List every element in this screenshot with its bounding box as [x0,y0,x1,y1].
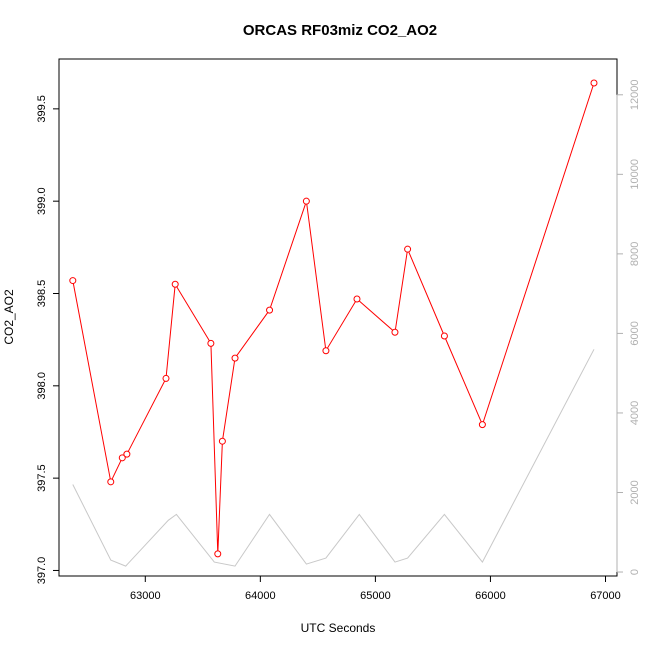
x-tick-label: 63000 [130,590,161,602]
data-point [207,339,215,347]
data-point [171,280,179,288]
y2-tick-label: 2000 [629,480,641,504]
series-line-right-axis [72,349,595,567]
series-layer [69,79,598,567]
y-tick-label: 398.0 [36,372,48,400]
y-axis-label: CO2_AO2 [2,289,16,345]
chart-title: ORCAS RF03miz CO2_AO2 [243,22,437,39]
y2-tick-label: 8000 [629,242,641,266]
y2-tick-label: 10000 [629,159,641,190]
y-tick-label: 398.5 [36,280,48,308]
y-tick-label: 399.0 [36,187,48,215]
data-point [162,374,170,382]
data-point [214,550,222,558]
y2-tick-label: 4000 [629,401,641,425]
data-point [123,450,131,458]
data-point [404,245,412,253]
data-point [118,454,126,462]
x-tick-label: 64000 [245,590,276,602]
data-point [69,277,77,285]
data-point [590,79,598,87]
y-tick-label: 399.5 [36,95,48,123]
x-tick-label: 66000 [475,590,506,602]
data-point [440,332,448,340]
y-axis-right: 0 2000 4000 6000 8000 10000 12000 [616,79,641,575]
data-point [478,421,486,429]
data-point [231,354,239,362]
y2-tick-label: 12000 [629,79,641,110]
data-point [353,295,361,303]
x-axis: 63000 64000 65000 66000 67000 [130,575,621,602]
data-point [266,306,274,314]
x-tick-label: 65000 [360,590,391,602]
data-point [322,347,330,355]
x-axis-label: UTC Seconds [301,621,376,635]
data-point [302,197,310,205]
y2-tick-label: 0 [629,569,641,575]
y-axis: 397.0 397.5 398.0 398.5 399.0 399.5 [36,95,60,585]
y2-tick-label: 6000 [629,321,641,345]
y-tick-label: 397.0 [36,557,48,585]
data-point [218,437,226,445]
data-point [391,328,399,336]
y-tick-label: 397.5 [36,464,48,492]
data-point [107,478,115,486]
x-tick-label: 67000 [590,590,621,602]
